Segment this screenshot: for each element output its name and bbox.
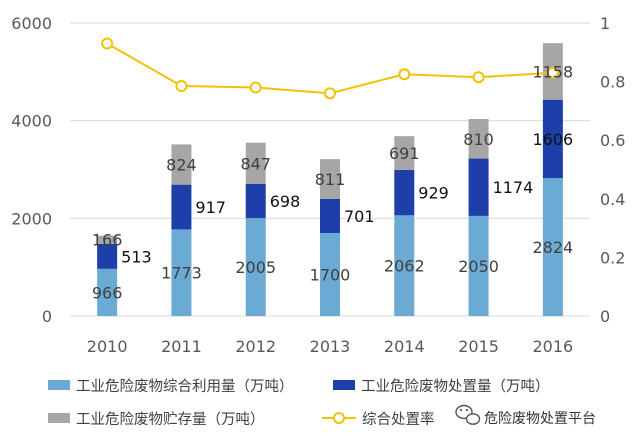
bar-segment-storage [394,136,415,170]
data-label: 513 [121,247,152,266]
data-label: 929 [418,184,449,203]
x-axis-tick: 2015 [458,337,499,356]
data-label: 691 [389,144,420,163]
data-label: 2062 [384,257,425,276]
data-label: 1174 [493,178,534,197]
bar-segment-disposal [542,99,563,179]
legend-swatch-storage [48,413,70,423]
legend-label-disposal: 工业危险废物处置量（万吨） [361,378,550,395]
rate-line-path [106,42,553,95]
rate-point [398,68,411,81]
bar-segment-storage [171,144,192,185]
x-axis-tick: 2016 [532,337,573,356]
data-label: 810 [463,130,494,149]
data-label: 824 [166,156,197,175]
bar-segment-utilization [468,215,489,316]
right-axis-tick: 1 [600,14,610,33]
x-axis-tick: 2011 [161,337,202,356]
bar-segment-storage [97,235,118,244]
legend-label-utilization: 工业危险废物综合利用量（万吨） [76,378,294,395]
data-label: 1606 [532,130,573,149]
watermark-text: 危险废物处置平台 [484,411,596,427]
bar-segment-disposal [320,198,340,233]
bar-segment-utilization [97,268,118,316]
left-axis-tick: 0 [42,307,52,326]
legend-label-rate: 综合处置率 [362,411,435,428]
rate-point [324,87,336,100]
data-label: 2824 [532,238,573,257]
bar-segment-disposal [245,184,266,219]
legend-marker-rate [333,412,345,424]
data-label: 811 [315,170,346,189]
bar-segment-disposal [97,243,118,269]
rate-point [249,81,262,94]
left-axis-tick: 6000 [11,14,52,33]
data-label: 966 [92,283,123,302]
bar-segment-utilization [171,229,192,316]
bar-segment-storage [468,119,489,159]
right-axis-tick: 0.8 [600,73,625,92]
bar-segment-disposal [468,158,489,216]
data-label: 1773 [161,264,202,283]
left-axis-tick: 2000 [11,209,52,228]
x-axis-tick: 2012 [235,337,276,356]
legend-label-storage: 工业危险废物贮存量（万吨） [76,411,265,428]
rate-point [101,37,114,50]
right-axis-tick: 0 [600,307,610,326]
wechat-icon [455,404,481,425]
rate-line [101,37,559,100]
data-label: 847 [240,154,271,173]
data-label: 1700 [310,265,351,284]
data-label: 2050 [458,257,499,276]
x-axis-tick: 2013 [310,337,351,356]
rate-point [472,71,485,84]
watermark: 危险废物处置平台 [455,404,596,427]
bar-segment-disposal [394,169,415,216]
bar-segment-utilization [245,218,266,316]
legend-swatch-disposal [333,380,355,390]
legend-swatch-utilization [48,380,70,390]
data-label: 2005 [235,258,276,277]
axes: 0 2000 4000 6000 0 0.2 0.4 0.6 0.8 1 2010 2011 2012 2… [11,14,625,356]
bars [97,43,563,316]
bar-segment-utilization [542,178,563,316]
left-axis-tick: 4000 [11,112,52,131]
legend: 工业危险废物综合利用量（万吨） 工业危险废物处置量（万吨） 工业危险废物贮存量（… [48,378,550,428]
bar-segment-utilization [320,232,340,316]
rate-point [546,66,559,79]
x-axis-tick: 2014 [384,337,425,356]
data-label: 701 [344,207,375,226]
right-axis-tick: 0.2 [600,248,625,267]
data-label: 166 [92,231,123,250]
right-axis-tick: 0.6 [600,131,625,150]
x-axis-tick: 2010 [87,337,128,356]
data-label: 698 [270,192,301,211]
bar-segment-disposal [171,184,192,230]
right-axis-tick: 0.4 [600,190,625,209]
data-label: 917 [195,198,226,217]
rate-point [175,79,188,92]
bar-segment-storage [245,142,266,185]
bar-segment-storage [320,159,340,199]
bar-segment-utilization [394,215,415,316]
data-label: 1158 [532,62,573,81]
